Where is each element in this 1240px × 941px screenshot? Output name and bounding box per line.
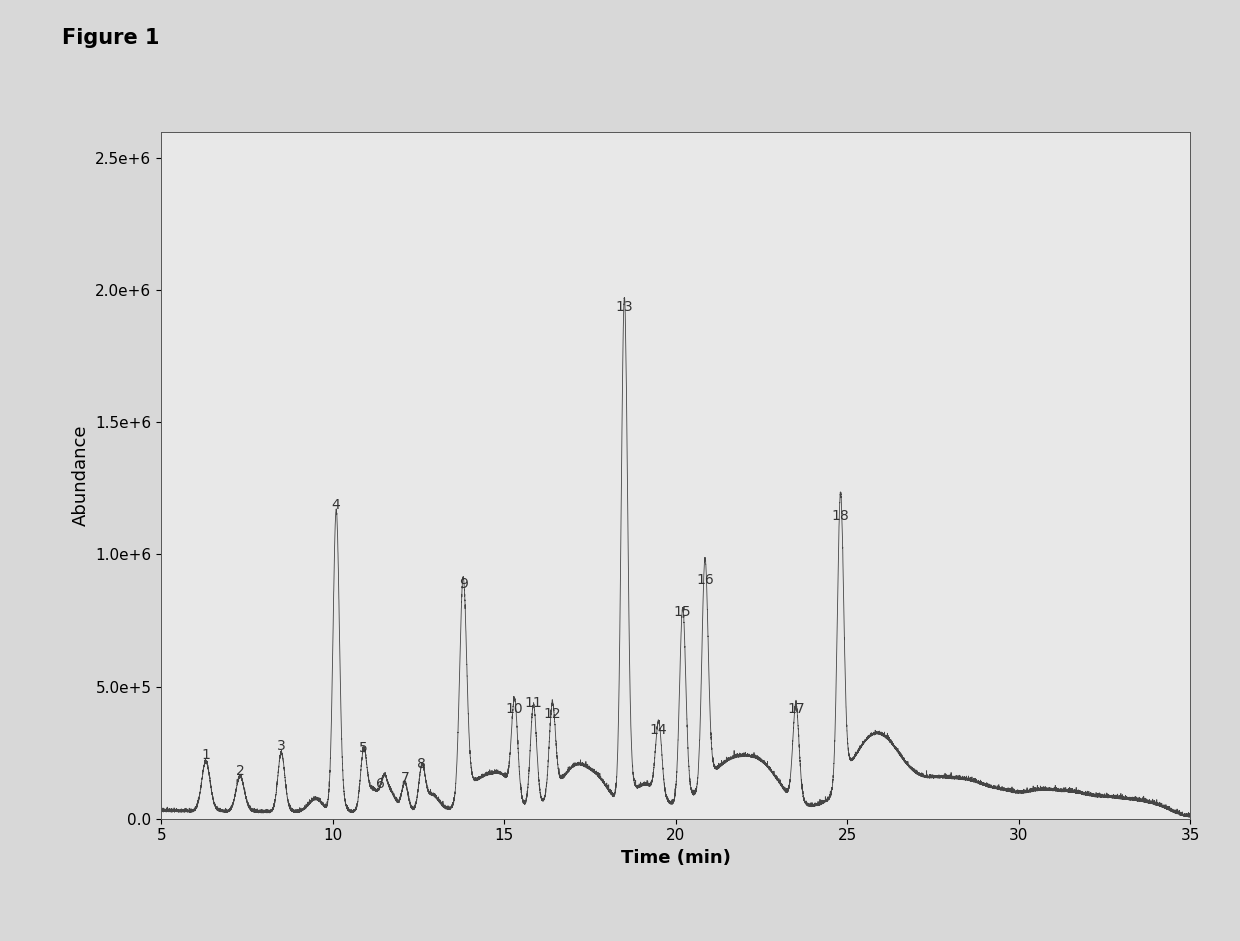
Text: 10: 10 [506, 702, 523, 716]
Text: 5: 5 [360, 742, 368, 756]
Text: 15: 15 [673, 605, 692, 619]
Text: 3: 3 [277, 739, 285, 753]
Text: 1: 1 [201, 748, 211, 762]
Text: Figure 1: Figure 1 [62, 28, 160, 48]
Text: 8: 8 [418, 758, 427, 771]
Text: 12: 12 [543, 707, 562, 721]
Text: 7: 7 [401, 771, 409, 785]
Text: 4: 4 [332, 498, 341, 512]
Text: 16: 16 [696, 573, 714, 587]
Text: 17: 17 [787, 702, 805, 716]
Text: 11: 11 [525, 696, 542, 710]
Text: 9: 9 [459, 578, 467, 592]
Text: 18: 18 [832, 509, 849, 523]
Text: 2: 2 [236, 764, 244, 777]
Y-axis label: Abundance: Abundance [72, 424, 89, 526]
Text: 6: 6 [376, 777, 386, 791]
Text: 13: 13 [615, 300, 634, 314]
X-axis label: Time (min): Time (min) [621, 849, 730, 867]
Text: 14: 14 [650, 723, 667, 737]
